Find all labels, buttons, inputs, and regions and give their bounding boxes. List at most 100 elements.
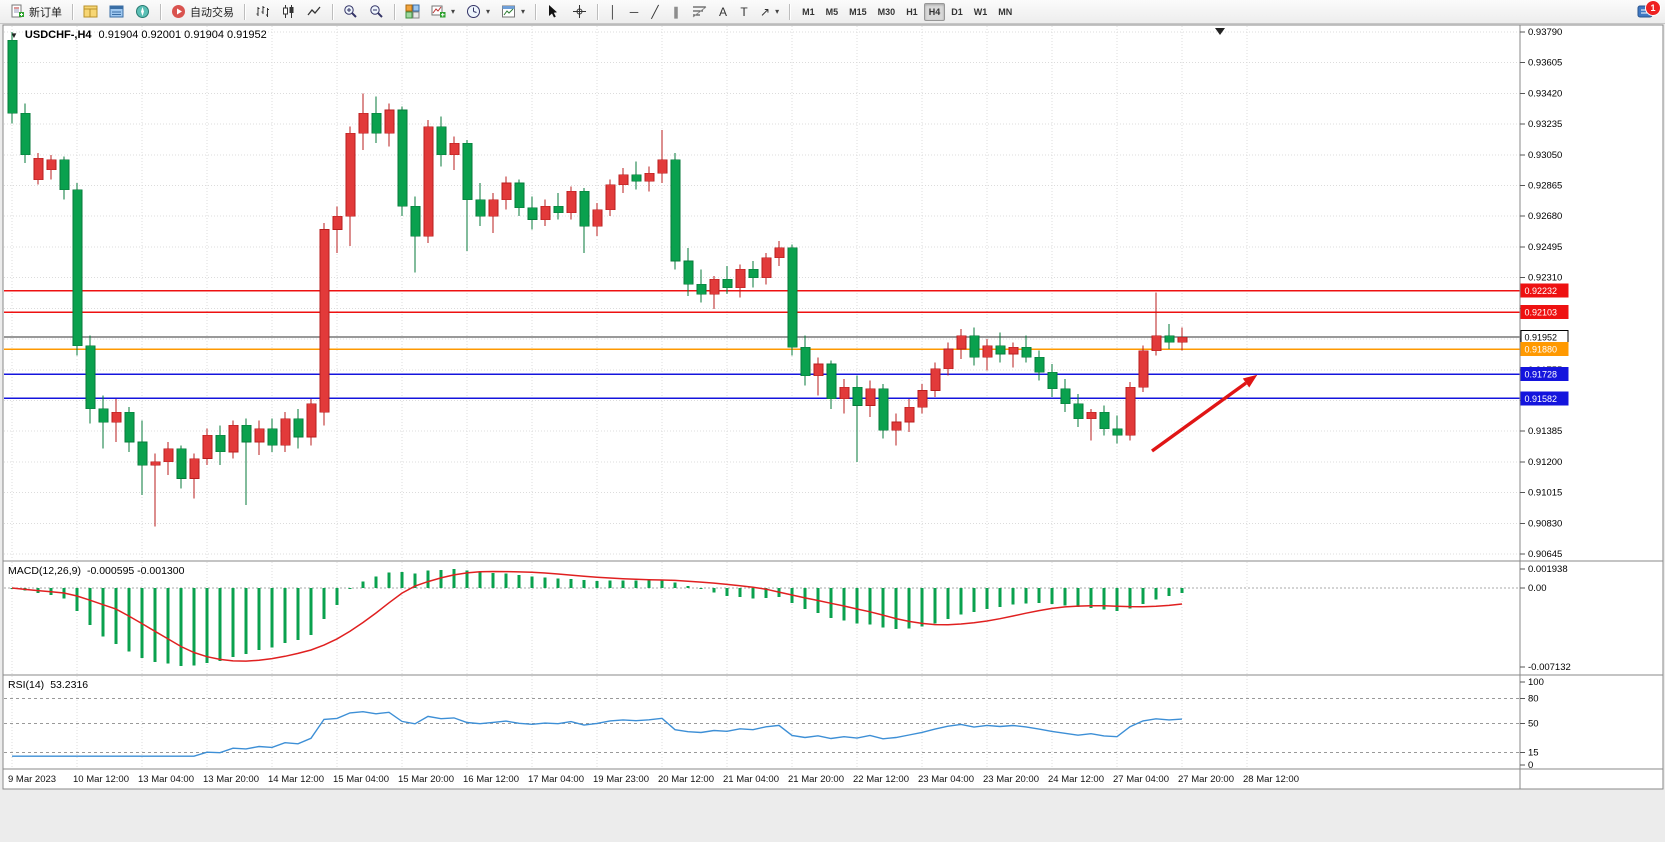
bar-chart-button[interactable]	[250, 2, 275, 22]
horizontal-line-icon: ─	[629, 4, 639, 19]
new-chart-icon	[431, 5, 446, 18]
rsi-line	[12, 710, 1183, 757]
market-watch-button[interactable]	[78, 2, 103, 22]
price-badge-label: 0.92103	[1525, 308, 1558, 318]
clock-icon	[467, 5, 481, 18]
time-scale-label: 23 Mar 20:00	[983, 774, 1039, 785]
rsi-value: 53.2316	[50, 679, 89, 691]
macd-values: -0.000595 -0.001300	[86, 565, 185, 577]
time-scale-label: 13 Mar 20:00	[203, 774, 259, 785]
svg-text:0.001938: 0.001938	[1528, 564, 1568, 575]
timeframe-toolbar: M1 M5 M15 M30 H1 H4 D1 W1 MN	[797, 2, 1017, 21]
templates-icon	[502, 5, 516, 18]
price-scale-label: 0.93605	[1528, 58, 1562, 69]
tile-windows-button[interactable]	[400, 2, 425, 22]
timeframe-button-m1[interactable]: M1	[797, 3, 820, 21]
price-scale-label: 0.92495	[1528, 242, 1562, 253]
navigator-icon	[136, 5, 149, 18]
price-badge-label: 0.91582	[1525, 394, 1558, 404]
cursor-button[interactable]	[541, 2, 566, 22]
line-chart-icon	[307, 6, 321, 16]
time-scale-label: 16 Mar 12:00	[463, 774, 519, 785]
price-badge-0.91582	[1520, 391, 1569, 406]
timeframe-button-w1[interactable]: W1	[969, 3, 993, 21]
zoom-in-button[interactable]	[338, 2, 363, 22]
rsi-scale: 100 80 50 150	[1520, 677, 1544, 771]
price-badge-label: 0.91728	[1525, 370, 1558, 380]
main-toolbar: 新订单 自动交易	[0, 0, 1665, 24]
price-scale-label: 0.93235	[1528, 119, 1562, 130]
time-scale-label: 23 Mar 04:00	[918, 774, 974, 785]
notifications-button[interactable]: 1	[1637, 0, 1661, 20]
time-scale-label: 28 Mar 12:00	[1243, 774, 1299, 785]
timeframe-button-m30[interactable]: M30	[873, 3, 901, 21]
time-scale-label: 9 Mar 2023	[8, 774, 56, 785]
arrows-tool-button[interactable]: ↗ ▾	[755, 2, 784, 22]
cursor-arrow-icon	[549, 5, 558, 18]
text-icon: A	[719, 4, 728, 19]
time-scale-label: 14 Mar 12:00	[268, 774, 324, 785]
time-scale-label: 21 Mar 20:00	[788, 774, 844, 785]
new-order-label: 新订单	[29, 6, 62, 19]
chart-header: ▼ USDCHF-,H4 0.91904 0.92001 0.91904 0.9…	[10, 29, 267, 41]
navigator-button[interactable]	[130, 2, 155, 22]
price-badge-0.92103	[1520, 305, 1569, 320]
price-badge-label: 0.91952	[1525, 333, 1558, 343]
new-order-button[interactable]: 新订单	[5, 2, 67, 22]
chart-period-button[interactable]: ▾	[461, 2, 495, 22]
chart-shift-marker[interactable]	[1215, 28, 1225, 35]
svg-text:80: 80	[1528, 694, 1539, 705]
price-scale-label: 0.93420	[1528, 88, 1562, 99]
crosshair-button[interactable]	[567, 2, 592, 22]
toolbar-separator	[160, 3, 161, 20]
svg-text:-0.007132: -0.007132	[1528, 662, 1571, 673]
time-scale-label: 21 Mar 04:00	[723, 774, 779, 785]
annotation-arrow[interactable]	[1151, 374, 1258, 453]
macd-label: MACD(12,26,9)	[8, 565, 81, 577]
grid	[4, 26, 1520, 768]
timeframe-button-d1[interactable]: D1	[946, 3, 968, 21]
timeframe-button-h1[interactable]: H1	[901, 3, 923, 21]
vertical-line-tool-button[interactable]: │	[603, 2, 623, 22]
svg-text:50: 50	[1528, 719, 1539, 730]
price-scale-label: 0.93050	[1528, 150, 1562, 161]
templates-button[interactable]: ▾	[496, 2, 530, 22]
chart-collapse-icon[interactable]: ▼	[10, 30, 18, 40]
fibonacci-tool-button[interactable]	[687, 2, 712, 22]
price-scale-label: 0.92310	[1528, 273, 1562, 284]
trendline-icon: ╱	[651, 4, 659, 19]
timeframe-button-h4[interactable]: H4	[923, 2, 946, 21]
channel-tool-button[interactable]: ∥	[666, 2, 686, 22]
price-badge-0.91880	[1520, 342, 1569, 357]
chart-ohlc-values: 0.91904 0.92001 0.91904 0.91952	[98, 29, 267, 41]
timeframe-button-mn[interactable]: MN	[993, 3, 1017, 21]
chevron-down-icon: ▾	[486, 7, 491, 16]
price-level-lines[interactable]	[4, 289, 1520, 400]
data-window-button[interactable]	[104, 2, 129, 22]
svg-text:0.00: 0.00	[1528, 583, 1547, 594]
line-chart-button[interactable]	[302, 2, 327, 22]
zoom-out-button[interactable]	[364, 2, 389, 22]
chart-window-background	[2, 24, 1664, 790]
timeframe-button-m15[interactable]: M15	[844, 3, 872, 21]
text-tool-button[interactable]: A	[713, 2, 733, 22]
chevron-down-icon: ▾	[521, 7, 526, 16]
svg-text:0: 0	[1528, 760, 1533, 771]
text-label-tool-button[interactable]: T	[734, 2, 754, 22]
price-scale-label: 0.90645	[1528, 549, 1562, 560]
time-scale[interactable]: 9 Mar 2023 10 Mar 12:00 13 Mar 04:00 13 Mar…	[8, 774, 1299, 785]
candlestick-chart-button[interactable]	[276, 2, 301, 22]
autotrading-button[interactable]: 自动交易	[166, 2, 239, 22]
zoom-out-icon	[370, 5, 383, 18]
timeframe-button-m5[interactable]: M5	[821, 3, 844, 21]
macd-signal-line	[11, 570, 1183, 662]
notification-count-badge: 1	[1645, 0, 1661, 16]
trendline-tool-button[interactable]: ╱	[645, 2, 665, 22]
horizontal-line-tool-button[interactable]: ─	[624, 2, 644, 22]
rsi-header: RSI(14) 53.2316	[8, 679, 88, 691]
new-chart-button[interactable]: ▾	[426, 2, 460, 22]
price-scale-label: 0.91385	[1528, 426, 1562, 437]
price-scale-label: 0.90830	[1528, 518, 1562, 529]
chevron-down-icon: ▾	[451, 7, 456, 16]
